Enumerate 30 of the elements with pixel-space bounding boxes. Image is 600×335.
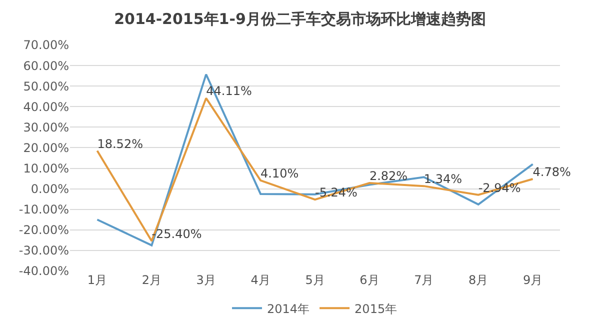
y-tick-label: 10.00% bbox=[23, 161, 69, 176]
x-tick-label: 5月 bbox=[305, 273, 325, 287]
x-tick-label: 8月 bbox=[468, 273, 488, 287]
y-tick-label: 30.00% bbox=[23, 120, 69, 134]
chart-title: 2014-2015年1-9月份二手车交易市场环比增速趋势图 bbox=[114, 10, 486, 28]
y-tick-label: -10.00% bbox=[18, 202, 69, 217]
data-label: 18.52% bbox=[97, 136, 143, 151]
x-tick-label: 6月 bbox=[360, 273, 380, 287]
x-tick-label: 1月 bbox=[87, 273, 108, 287]
x-tick-label: 9月 bbox=[522, 273, 543, 287]
y-tick-label: 40.00% bbox=[23, 100, 69, 114]
y-tick-label: 50.00% bbox=[23, 79, 69, 94]
line-series bbox=[96, 97, 534, 242]
data-label: 2.82% bbox=[369, 169, 408, 184]
data-label: 4.78% bbox=[532, 165, 571, 179]
legend-label: 2014年 bbox=[267, 302, 310, 316]
data-label: 4.10% bbox=[260, 166, 299, 180]
y-tick-label: 60.00% bbox=[23, 58, 69, 73]
y-tick-label: -30.00% bbox=[18, 244, 69, 258]
x-tick-label: 3月 bbox=[196, 273, 216, 287]
y-tick-label: 0.00% bbox=[30, 182, 69, 196]
y-tick-label: -40.00% bbox=[18, 264, 69, 278]
x-tick-label: 7月 bbox=[414, 273, 434, 287]
y-tick-label: 70.00% bbox=[23, 38, 69, 52]
x-tick-label: 2月 bbox=[142, 273, 162, 287]
y-tick-label: 20.00% bbox=[23, 140, 69, 155]
x-tick-label: 4月 bbox=[250, 273, 270, 287]
legend-label: 2015年 bbox=[354, 302, 398, 316]
y-tick-label: -20.00% bbox=[18, 223, 69, 238]
line-series bbox=[96, 73, 534, 246]
